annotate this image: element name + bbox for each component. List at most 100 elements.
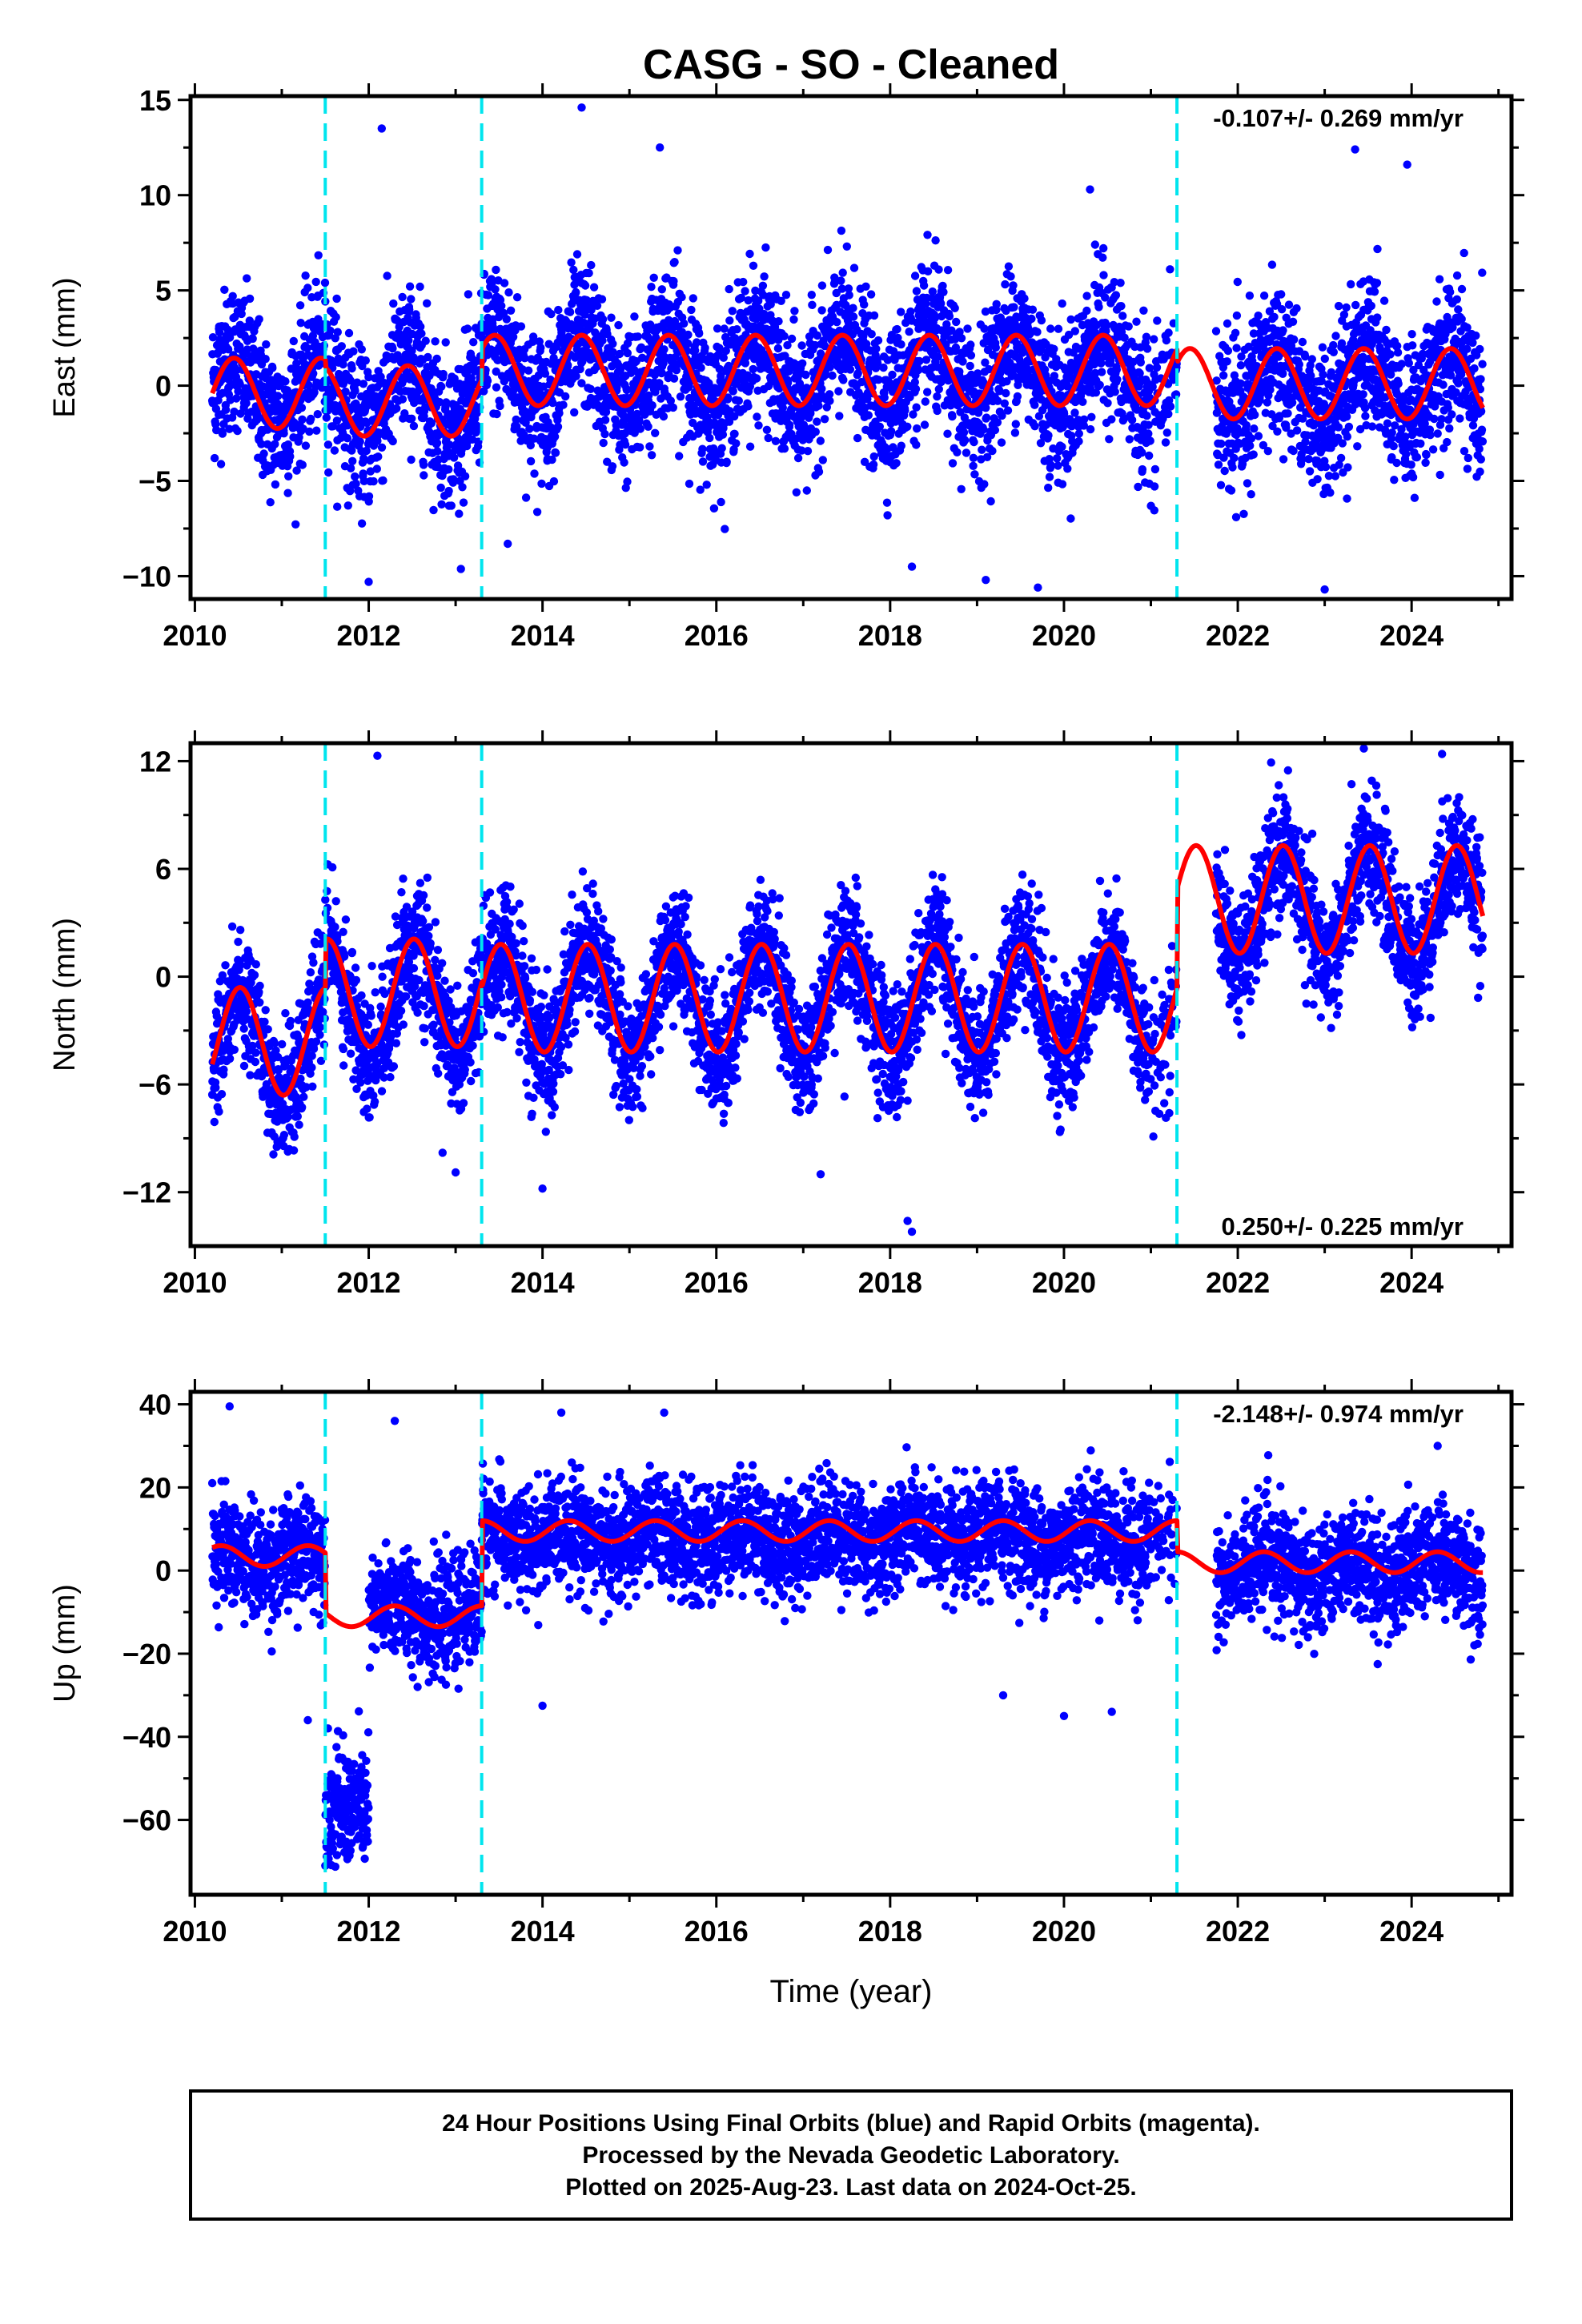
data-point — [449, 453, 459, 462]
data-point — [364, 492, 374, 501]
data-point — [459, 498, 468, 507]
data-point — [1103, 399, 1112, 408]
data-point — [589, 283, 599, 292]
data-point — [516, 322, 526, 331]
data-point — [1011, 420, 1021, 428]
data-point — [673, 246, 682, 255]
data-point — [1407, 460, 1415, 469]
data-point — [1408, 472, 1418, 482]
data-point — [741, 287, 749, 296]
data-point — [620, 440, 630, 449]
data-point — [734, 396, 743, 405]
data-point — [701, 344, 709, 352]
data-point — [1105, 435, 1114, 444]
data-point — [845, 365, 855, 374]
data-point — [760, 272, 769, 281]
data-point — [623, 339, 632, 348]
data-point — [464, 290, 473, 299]
data-point — [398, 395, 408, 404]
data-point — [347, 446, 356, 455]
data-point — [453, 461, 463, 470]
data-point — [789, 315, 798, 324]
data-point — [500, 279, 509, 287]
data-point — [1289, 446, 1298, 456]
data-point — [1263, 447, 1273, 456]
data-point — [1329, 348, 1339, 356]
data-point — [725, 284, 733, 294]
data-point — [1232, 344, 1241, 352]
data-point — [978, 445, 986, 454]
data-point — [619, 411, 628, 420]
data-point — [644, 422, 652, 431]
data-point — [223, 345, 233, 354]
data-point — [1020, 294, 1029, 303]
data-point — [845, 291, 853, 300]
data-point — [797, 341, 806, 350]
data-point — [547, 309, 556, 319]
data-point — [903, 422, 912, 431]
data-point — [939, 287, 948, 296]
data-point — [434, 463, 443, 472]
data-point — [1298, 337, 1307, 347]
data-point — [636, 424, 644, 433]
data-point — [883, 511, 892, 520]
data-point — [572, 287, 580, 297]
data-point — [1273, 427, 1282, 436]
data-point — [1066, 514, 1075, 523]
data-point — [535, 337, 544, 346]
east-panel: 2010 2012 2014 2016 2018 2020 2022 2024151050−5… — [48, 83, 1524, 652]
data-point — [572, 372, 580, 380]
data-point — [722, 457, 731, 466]
data-point — [600, 416, 610, 424]
data-point — [324, 468, 333, 477]
data-point — [1372, 279, 1382, 287]
data-point — [1074, 429, 1084, 438]
data-point — [1390, 476, 1399, 485]
data-point — [649, 273, 658, 282]
data-point — [892, 459, 901, 468]
data-point — [803, 447, 813, 456]
data-point — [1279, 369, 1287, 378]
data-point — [225, 333, 235, 342]
data-point — [551, 448, 560, 457]
data-point — [257, 440, 266, 448]
data-point — [636, 443, 644, 452]
data-point — [728, 307, 737, 316]
data-point — [210, 453, 219, 463]
data-point — [608, 462, 617, 471]
data-point — [546, 375, 555, 384]
data-point — [460, 472, 470, 480]
data-point — [837, 276, 845, 285]
data-point — [1307, 355, 1317, 364]
data-point — [379, 476, 387, 485]
data-point — [1223, 357, 1231, 366]
data-point — [1220, 466, 1229, 476]
data-point — [524, 366, 533, 375]
data-point — [849, 304, 857, 312]
data-point — [802, 486, 811, 495]
data-point — [619, 417, 628, 426]
data-point — [295, 301, 305, 310]
data-point — [835, 412, 844, 420]
data-point — [1394, 380, 1403, 388]
data-point — [817, 306, 826, 315]
data-point — [526, 456, 536, 466]
data-point — [1367, 422, 1377, 431]
data-point — [1050, 344, 1058, 353]
data-point — [1142, 332, 1151, 341]
data-point — [283, 440, 293, 449]
data-points — [207, 103, 1488, 594]
data-point — [259, 449, 268, 458]
data-point — [1111, 291, 1121, 300]
data-point — [1132, 317, 1141, 326]
data-point — [1228, 463, 1237, 472]
data-point — [1397, 360, 1407, 368]
data-point — [818, 456, 827, 464]
data-point — [912, 403, 921, 412]
data-point — [220, 285, 229, 294]
data-point — [1070, 327, 1080, 336]
data-point — [303, 283, 312, 292]
data-point — [540, 369, 550, 378]
data-point — [745, 442, 755, 451]
data-point — [669, 276, 678, 286]
